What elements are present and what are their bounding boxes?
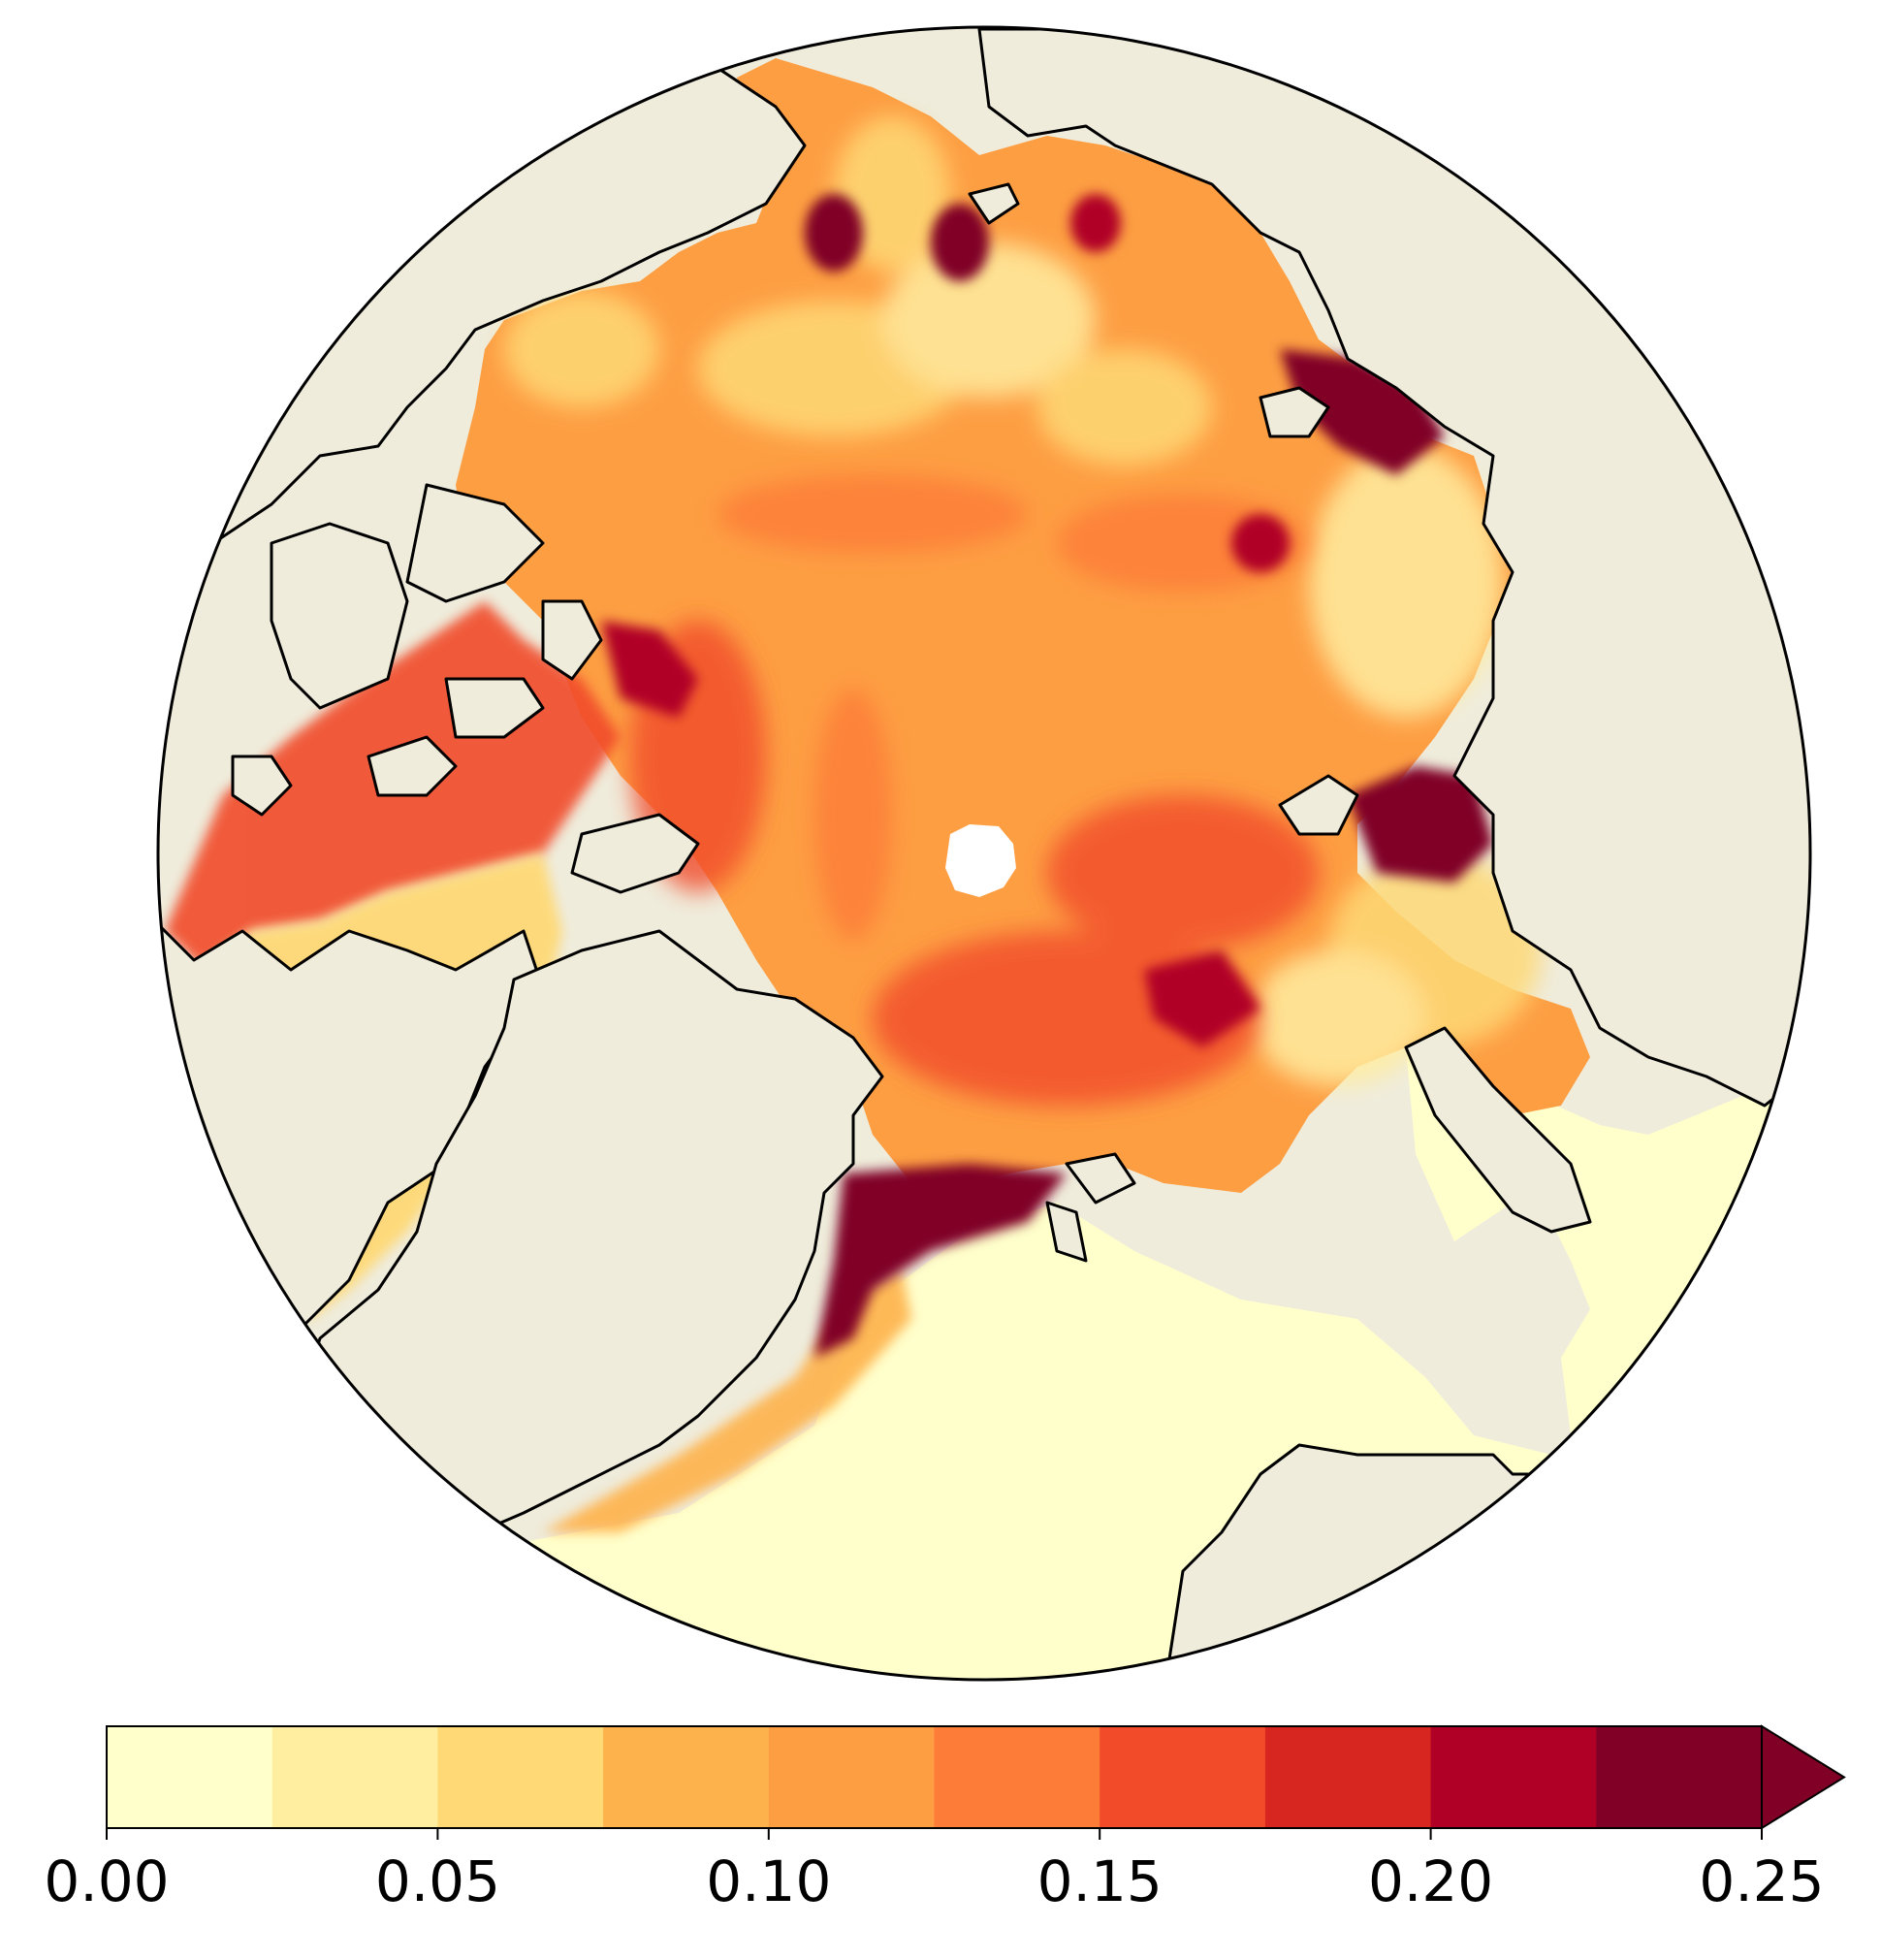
colorbar-tick-label: 0.20 (1368, 1848, 1493, 1914)
colorbar-segment (1100, 1726, 1266, 1828)
colorbar-segment (1264, 1726, 1432, 1828)
colorbar-tick-label: 0.25 (1699, 1848, 1824, 1914)
pole-hole (945, 824, 1016, 897)
colorbar-segment (271, 1726, 438, 1828)
colorbar-segment (934, 1726, 1100, 1828)
colorbar-outline (106, 1725, 1763, 1829)
colorbar-extend-arrow (1761, 1724, 1846, 1830)
colorbar-segment (1596, 1726, 1763, 1828)
colorbar-segment (1430, 1726, 1597, 1828)
colorbar-tick-label: 0.00 (44, 1848, 169, 1914)
pale-patches (504, 116, 1542, 1086)
colorbar-segment (437, 1726, 604, 1828)
colorbar-tick-label: 0.10 (706, 1848, 831, 1914)
colorbar-segment (603, 1726, 770, 1828)
high-value-zones (601, 194, 1493, 1358)
colorbar-segment (768, 1726, 935, 1828)
colorbar: 0.00 0.05 0.10 0.15 0.20 0.25 (44, 1724, 1846, 1914)
atlantic-transition-band (543, 1270, 911, 1532)
colorbar-tick-label: 0.05 (375, 1848, 500, 1914)
colorbar-segment (107, 1726, 273, 1828)
map-boundary (156, 25, 1812, 1682)
colorbar-tick-label: 0.15 (1037, 1848, 1163, 1914)
polar-map (158, 27, 1810, 1680)
